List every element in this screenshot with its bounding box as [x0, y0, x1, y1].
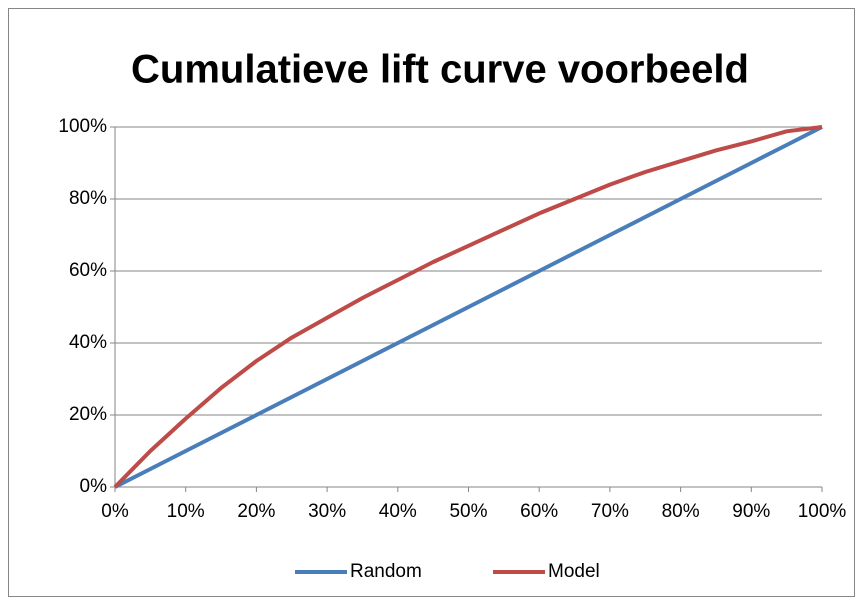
x-tick-label: 90% [732, 501, 770, 522]
x-tick-label: 10% [167, 501, 205, 522]
chart-title: Cumulatieve lift curve voorbeeld [131, 48, 749, 92]
legend-label: Model [548, 561, 600, 582]
series-line [113, 125, 823, 489]
x-tick-label: 70% [591, 501, 629, 522]
y-tick-label: 100% [58, 116, 107, 137]
legend-label: Random [350, 561, 422, 582]
x-tick-label: 100% [798, 501, 847, 522]
series-line [114, 125, 823, 489]
y-tick-label: 60% [69, 260, 107, 281]
y-tick-label: 80% [69, 188, 107, 209]
y-tick-label: 40% [69, 332, 107, 353]
x-tick-label: 20% [237, 501, 275, 522]
x-tick-label: 0% [101, 501, 129, 522]
x-tick-label: 40% [379, 501, 417, 522]
y-tick-label: 20% [69, 404, 107, 425]
x-tick-label: 50% [449, 501, 487, 522]
chart-border [8, 8, 855, 597]
x-tick-label: 80% [662, 501, 700, 522]
x-tick-label: 60% [520, 501, 558, 522]
y-tick-label: 0% [80, 476, 108, 497]
x-tick-label: 30% [308, 501, 346, 522]
